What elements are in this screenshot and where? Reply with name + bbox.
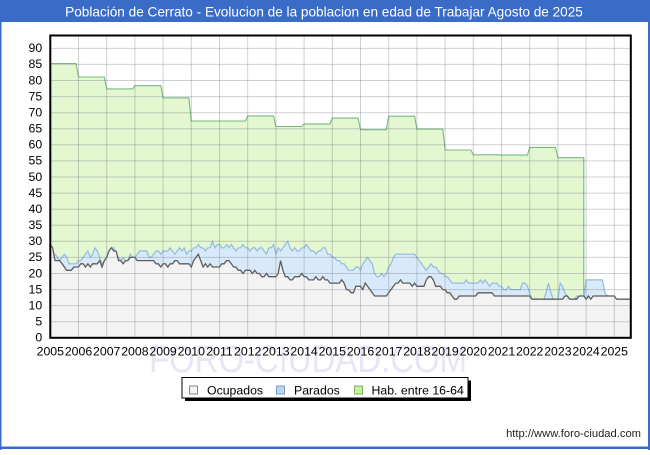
svg-text:80: 80 [29,73,43,87]
svg-text:30: 30 [29,234,43,248]
svg-text:2023: 2023 [544,344,572,358]
svg-text:25: 25 [29,250,43,264]
svg-text:35: 35 [29,218,43,232]
svg-text:Población de Cerrato - Evoluci: Población de Cerrato - Evolucion de la p… [65,4,583,19]
svg-text:0: 0 [35,331,42,345]
svg-text:2014: 2014 [290,344,318,358]
svg-text:2021: 2021 [488,344,516,358]
svg-text:70: 70 [29,106,43,120]
svg-text:2008: 2008 [121,344,149,358]
svg-text:40: 40 [29,202,43,216]
svg-text:10: 10 [29,298,43,312]
svg-text:2018: 2018 [403,344,431,358]
svg-text:15: 15 [29,282,43,296]
svg-text:60: 60 [29,138,43,152]
svg-text:Ocupados: Ocupados [207,383,263,397]
svg-text:20: 20 [29,266,43,280]
svg-text:45: 45 [29,186,43,200]
svg-text:FORO-CIUDAD.COM: FORO-CIUDAD.COM [149,339,467,381]
svg-text:90: 90 [29,41,43,55]
svg-text:2020: 2020 [460,344,488,358]
svg-text:2007: 2007 [93,344,121,358]
svg-text:5: 5 [35,315,42,329]
svg-text:2015: 2015 [319,344,347,358]
svg-text:http://www.foro-ciudad.com: http://www.foro-ciudad.com [506,428,641,440]
svg-text:2025: 2025 [601,344,629,358]
svg-text:2012: 2012 [234,344,262,358]
svg-text:2017: 2017 [375,344,403,358]
svg-text:65: 65 [29,122,43,136]
svg-text:50: 50 [29,170,43,184]
svg-text:75: 75 [29,89,43,103]
svg-text:2013: 2013 [262,344,290,358]
svg-text:2022: 2022 [516,344,544,358]
svg-text:2005: 2005 [37,344,65,358]
svg-text:2016: 2016 [347,344,375,358]
svg-text:85: 85 [29,57,43,71]
svg-text:2024: 2024 [572,344,600,358]
svg-text:Parados: Parados [294,383,340,397]
svg-text:2019: 2019 [431,344,459,358]
svg-text:55: 55 [29,154,43,168]
svg-text:Hab. entre 16-64: Hab. entre 16-64 [372,383,464,397]
svg-text:2011: 2011 [206,344,233,358]
svg-text:2010: 2010 [178,344,206,358]
svg-text:2006: 2006 [65,344,93,358]
svg-text:2009: 2009 [149,344,177,358]
